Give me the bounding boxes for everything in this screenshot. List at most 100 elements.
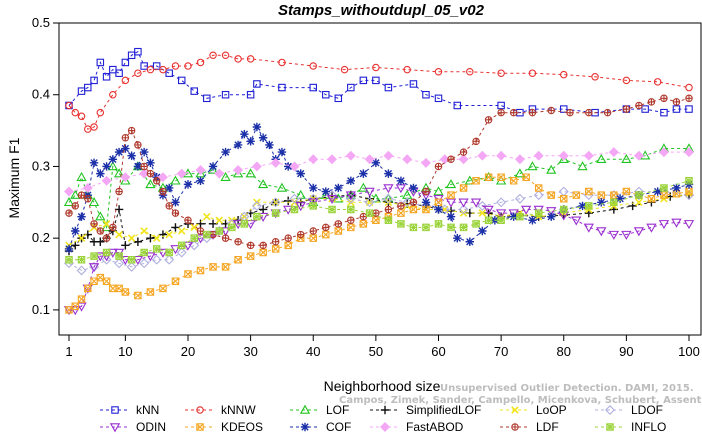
point-fastabod-26 (560, 151, 568, 159)
point-loop-4 (116, 231, 122, 237)
point-kdeos-36 (460, 185, 466, 191)
point-fastabod-22 (478, 151, 486, 159)
point-inflo-23 (398, 221, 404, 227)
point-cof-2 (77, 212, 85, 220)
point-kdeos-25 (323, 231, 329, 237)
legend-label-kdeos: KDEOS (221, 420, 263, 434)
point-inflo-37 (636, 192, 642, 198)
legend-marker-fastabod (381, 423, 389, 431)
point-kdeos-5 (97, 274, 103, 280)
point-kdeos-10 (135, 292, 141, 298)
point-kdeos-46 (586, 188, 592, 194)
point-kdeos-22 (285, 242, 291, 248)
x-tick-label-1: 10 (118, 344, 132, 359)
point-cof-49 (528, 216, 536, 224)
point-cof-24 (246, 137, 254, 145)
chart-title: Stamps_withoutdupl_05_v02 (278, 2, 485, 19)
point-inflo-6 (141, 249, 147, 255)
point-cof-35 (347, 177, 355, 185)
point-fastabod-25 (534, 151, 542, 159)
point-lof-43 (622, 155, 630, 162)
point-inflo-15 (254, 213, 260, 219)
x-tick-label-8: 80 (557, 344, 571, 359)
legend-label-loop: LoOP (536, 403, 567, 417)
y-tick-label-4: 0.5 (32, 15, 50, 30)
point-kdeos-20 (260, 249, 266, 255)
plot-area (65, 48, 693, 314)
point-inflo-5 (128, 256, 134, 262)
point-cof-46 (478, 227, 486, 235)
point-inflo-29 (473, 221, 479, 227)
point-inflo-33 (535, 210, 541, 216)
point-cof-27 (265, 141, 273, 149)
point-kdeos-35 (448, 192, 454, 198)
point-knn-21 (310, 84, 316, 90)
point-knnw-1 (72, 109, 78, 115)
x-tick-label-6: 60 (431, 344, 445, 359)
point-fastabod-21 (459, 155, 467, 163)
point-knnw-13 (197, 59, 203, 65)
point-cof-26 (259, 134, 267, 142)
point-loop-5 (128, 235, 134, 241)
series-knn (66, 48, 692, 115)
point-cof-32 (309, 184, 317, 192)
point-fastabod-14 (328, 155, 336, 163)
y-tick-label-1: 0.2 (32, 230, 50, 245)
legend-item-odin: ODIN (100, 420, 166, 434)
x-axis: 1 10 20 30 40 50 60 70 80 90 100 (65, 335, 699, 359)
point-cof-42 (434, 205, 442, 213)
point-knn-7 (116, 70, 122, 76)
point-kdeos-13 (172, 278, 178, 284)
point-fastabod-18 (403, 155, 411, 163)
point-fastabod-17 (384, 151, 392, 159)
x-tick-label-9: 90 (619, 344, 633, 359)
point-cof-41 (422, 198, 430, 206)
series-ldf (66, 95, 692, 248)
point-cof-1 (71, 227, 79, 235)
point-loop-12 (216, 217, 222, 223)
legend-item-kdeos: KDEOS (185, 420, 263, 434)
series-cof (65, 123, 693, 253)
point-inflo-24 (410, 224, 416, 230)
point-cof-9 (121, 144, 129, 152)
point-simplifiedlof-13 (171, 223, 179, 231)
point-inflo-0 (66, 256, 72, 262)
point-fastabod-13 (309, 155, 317, 163)
legend-item-knnw: kNNW (185, 403, 256, 417)
point-inflo-26 (435, 221, 441, 227)
point-inflo-14 (241, 221, 247, 227)
point-fastabod-1 (84, 184, 92, 192)
point-cof-4 (90, 159, 98, 167)
point-fastabod-10 (253, 162, 261, 170)
legend-label-cof: COF (326, 420, 351, 434)
point-kdeos-24 (310, 235, 316, 241)
point-inflo-10 (191, 235, 197, 241)
point-inflo-1 (78, 256, 84, 262)
x-tick-label-3: 30 (243, 344, 257, 359)
point-kdeos-27 (348, 224, 354, 230)
legend-item-lof: LOF (290, 403, 349, 417)
series-fastabod (65, 148, 693, 196)
point-lof-33 (447, 180, 455, 187)
legend-item-knn: kNN (100, 403, 159, 417)
point-inflo-28 (460, 224, 466, 230)
y-tick-label-2: 0.3 (32, 158, 50, 173)
point-cof-10 (127, 151, 135, 159)
point-knnw-31 (686, 84, 692, 90)
watermark-line-1: Unsupervised Outlier Detection. DAMI, 20… (440, 383, 694, 394)
point-lof-42 (597, 155, 605, 162)
legend: kNN kNNW LOF SimplifiedLOF LoOP LDOFODIN KDEOS… (100, 403, 666, 434)
legend-label-inflo: INFLO (631, 420, 666, 434)
legend-label-lof: LOF (326, 403, 349, 417)
point-simplifiedlof-16 (209, 220, 217, 228)
point-fastabod-23 (497, 151, 505, 159)
point-simplifiedlof-10 (134, 238, 142, 246)
point-cof-25 (253, 123, 261, 131)
point-kdeos-29 (373, 217, 379, 223)
point-cof-40 (409, 184, 417, 192)
point-cof-0 (65, 245, 73, 253)
point-cof-22 (234, 141, 242, 149)
legend-marker-cof (301, 423, 309, 431)
point-fastabod-15 (347, 151, 355, 159)
point-inflo-34 (561, 206, 567, 212)
